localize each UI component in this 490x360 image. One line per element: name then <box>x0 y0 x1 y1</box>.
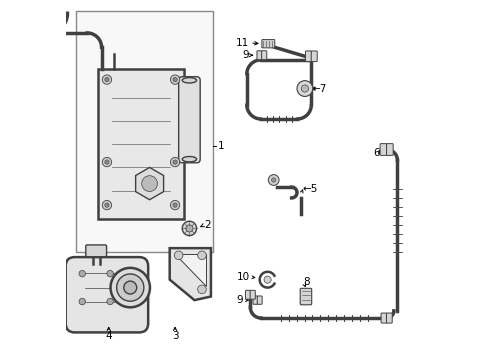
Text: 9: 9 <box>242 50 248 60</box>
Polygon shape <box>170 248 211 300</box>
FancyBboxPatch shape <box>245 290 250 299</box>
Circle shape <box>124 281 137 294</box>
Circle shape <box>271 178 276 182</box>
Circle shape <box>171 157 180 167</box>
Circle shape <box>197 251 206 260</box>
Circle shape <box>173 77 177 82</box>
FancyBboxPatch shape <box>262 51 267 60</box>
Ellipse shape <box>182 78 196 83</box>
Circle shape <box>105 160 109 164</box>
FancyBboxPatch shape <box>305 51 312 62</box>
Ellipse shape <box>182 157 196 162</box>
Circle shape <box>264 276 271 283</box>
Bar <box>76 12 213 252</box>
FancyBboxPatch shape <box>300 288 312 305</box>
Text: 4: 4 <box>105 331 112 341</box>
Circle shape <box>174 251 183 260</box>
FancyBboxPatch shape <box>262 40 275 48</box>
FancyBboxPatch shape <box>253 296 258 304</box>
FancyBboxPatch shape <box>380 144 387 156</box>
Text: 11: 11 <box>236 38 249 48</box>
Text: ←5: ←5 <box>302 184 318 194</box>
Circle shape <box>107 270 113 277</box>
FancyBboxPatch shape <box>257 51 262 60</box>
Circle shape <box>107 298 113 305</box>
Text: 3: 3 <box>172 331 178 341</box>
Circle shape <box>102 201 112 210</box>
Circle shape <box>173 160 177 164</box>
Text: 9: 9 <box>237 295 243 305</box>
FancyBboxPatch shape <box>257 296 262 304</box>
Text: 8: 8 <box>303 277 310 287</box>
FancyBboxPatch shape <box>66 257 148 332</box>
Circle shape <box>142 176 157 192</box>
FancyBboxPatch shape <box>387 144 393 156</box>
Circle shape <box>117 274 144 301</box>
Circle shape <box>182 221 196 235</box>
Circle shape <box>102 75 112 84</box>
Circle shape <box>79 298 85 305</box>
FancyBboxPatch shape <box>179 77 200 163</box>
Text: 6: 6 <box>373 148 380 158</box>
Circle shape <box>105 203 109 207</box>
Circle shape <box>301 85 309 92</box>
Text: 1: 1 <box>218 141 225 151</box>
Circle shape <box>297 81 313 96</box>
FancyBboxPatch shape <box>387 313 392 323</box>
Circle shape <box>269 175 279 185</box>
Circle shape <box>171 75 180 84</box>
Circle shape <box>111 268 150 307</box>
Text: 2: 2 <box>204 220 210 230</box>
Circle shape <box>105 77 109 82</box>
FancyBboxPatch shape <box>311 51 317 62</box>
Circle shape <box>79 270 85 277</box>
Circle shape <box>102 157 112 167</box>
Circle shape <box>186 225 193 232</box>
FancyBboxPatch shape <box>86 245 107 257</box>
FancyBboxPatch shape <box>381 313 387 323</box>
Text: ←7: ←7 <box>311 84 327 94</box>
Polygon shape <box>175 253 205 286</box>
Circle shape <box>171 201 180 210</box>
Bar <box>98 69 184 220</box>
Circle shape <box>197 285 206 294</box>
Circle shape <box>173 203 177 207</box>
Text: 10: 10 <box>237 272 250 282</box>
FancyBboxPatch shape <box>250 290 255 299</box>
